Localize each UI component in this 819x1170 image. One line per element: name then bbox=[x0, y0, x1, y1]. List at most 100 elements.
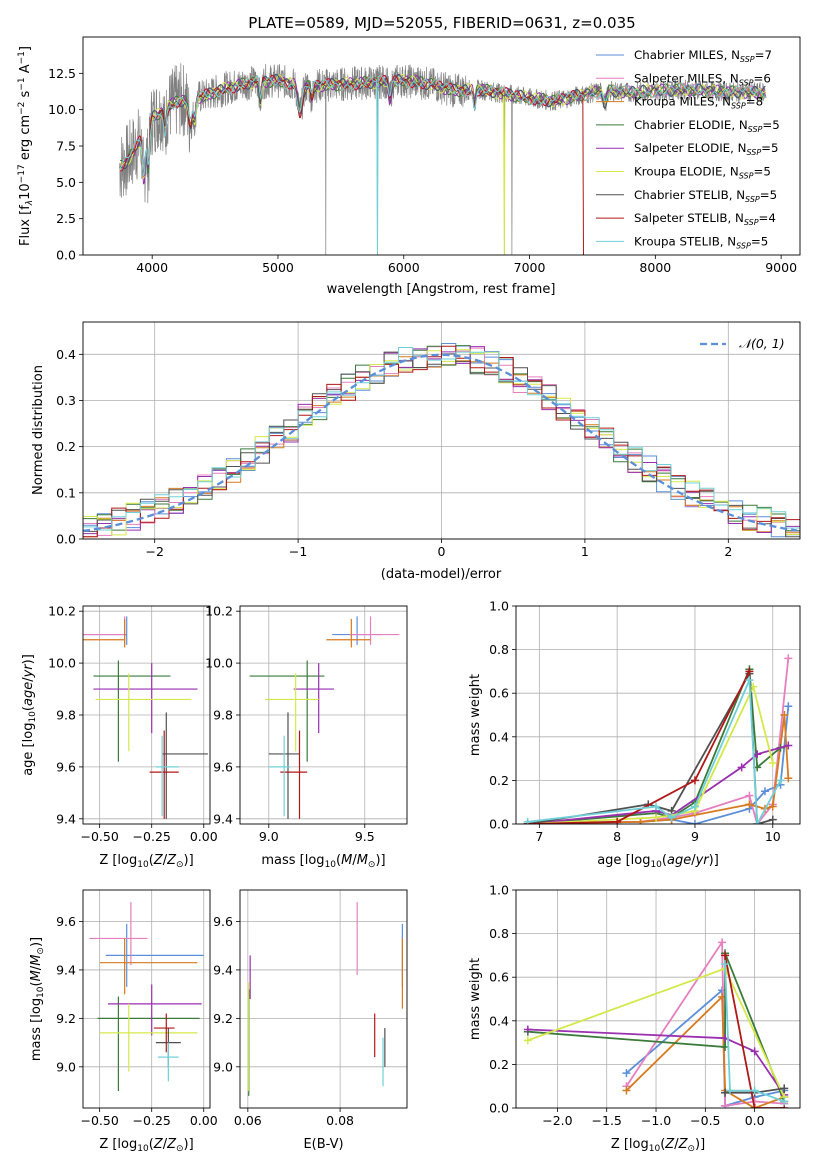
legend-label: Kroupa ELODIE, NSSP=5 bbox=[634, 165, 771, 181]
spectrum-x-label: wavelength [Angstrom, rest frame] bbox=[327, 282, 556, 297]
plot-area bbox=[523, 654, 793, 824]
x-tick-label: −1 bbox=[289, 544, 307, 559]
x-tick-label: −1.0 bbox=[641, 1113, 671, 1128]
y-tick-label: 12.5 bbox=[48, 66, 76, 81]
label-part: ⊙ bbox=[176, 860, 184, 870]
y-axis-label: age [log10(age/yr)] bbox=[21, 654, 38, 776]
age-vs-metallicity-panel: −0.50 −0.25 0.009.49.69.810.010.2Z [log10(… bbox=[21, 604, 218, 870]
label-part: / bbox=[163, 853, 168, 868]
label-part: age bbox=[597, 853, 625, 868]
label-part: SSP bbox=[744, 218, 759, 227]
label-part: SSP bbox=[745, 195, 760, 204]
mass-weight-series-line bbox=[527, 714, 790, 824]
label-part: [log bbox=[626, 853, 651, 868]
plus-marker bbox=[721, 1101, 730, 1108]
y-tick-label: 9.6 bbox=[213, 759, 233, 774]
plus-marker bbox=[745, 791, 754, 800]
x-tick-label: 6000 bbox=[388, 260, 420, 275]
label-part: Z bbox=[166, 1137, 177, 1152]
y-tick-label: 9.4 bbox=[213, 811, 233, 826]
label-part: Kroupa STELIB, N bbox=[634, 234, 736, 248]
label-part: SSP bbox=[739, 78, 754, 87]
x-tick-label: 8000 bbox=[639, 260, 671, 275]
label-part: Chabrier STELIB, N bbox=[634, 188, 745, 202]
label-part: Salpeter STELIB, N bbox=[634, 211, 744, 225]
histogram-step-line bbox=[83, 347, 800, 534]
plot-area bbox=[83, 343, 800, 538]
y-tick-label: 0.6 bbox=[489, 970, 509, 985]
y-tick-label: 10.0 bbox=[48, 102, 76, 117]
legend-label: Salpeter STELIB, NSSP=4 bbox=[634, 211, 776, 227]
label-part: −1 bbox=[17, 51, 27, 64]
label-part: Z bbox=[678, 1137, 689, 1152]
label-part: 10 bbox=[28, 711, 38, 723]
label-part: )] bbox=[695, 1137, 705, 1152]
label-part: SSP bbox=[746, 148, 761, 157]
x-tick-label: 0.00 bbox=[190, 1113, 218, 1128]
plus-marker bbox=[721, 960, 730, 969]
mass-weight-series-line bbox=[527, 1028, 785, 1096]
y-tick-label: 9.8 bbox=[213, 708, 233, 723]
plus-marker bbox=[768, 815, 777, 824]
label-part: =5 bbox=[751, 234, 768, 248]
label-part: SSP bbox=[748, 125, 763, 134]
label-part: mass [log bbox=[29, 998, 44, 1061]
label-part: E(B-V) bbox=[303, 1137, 343, 1152]
plot-area bbox=[249, 616, 400, 819]
y-tick-label: 9.8 bbox=[56, 708, 76, 723]
label-part: Salpeter ELODIE, N bbox=[634, 141, 746, 155]
label-part: ( bbox=[149, 1137, 154, 1152]
plus-marker bbox=[750, 1047, 759, 1056]
grid-lines bbox=[516, 605, 800, 825]
x-tick-label: 0.08 bbox=[326, 1113, 354, 1128]
y-tick-label: 9.0 bbox=[56, 1059, 76, 1074]
spectrum-panel: 4000 5000 6000 7000 8000 9000 0.0 2.5 5.0 7.5 10.0… bbox=[17, 36, 801, 297]
grid-lines bbox=[240, 606, 407, 824]
label-part: ( bbox=[149, 853, 154, 868]
label-part: age bbox=[21, 682, 36, 706]
y-tick-label: 0.8 bbox=[489, 642, 509, 657]
normal-legend-label: 𝒩(0, 1) bbox=[739, 336, 785, 351]
y-axis-label: mass weight bbox=[468, 674, 483, 756]
label-part: Z [log bbox=[611, 1137, 649, 1152]
y-tick-label: 1.0 bbox=[489, 883, 509, 898]
label-part: Flux [f bbox=[18, 205, 33, 246]
mass-weight-series-line bbox=[527, 684, 774, 824]
x-axis-label: Z [log10(Z/Z⊙)] bbox=[99, 853, 193, 870]
plus-marker bbox=[652, 813, 661, 822]
label-part: SSP bbox=[740, 55, 755, 64]
label-part: ( bbox=[21, 706, 36, 711]
x-tick-label: 9 bbox=[691, 829, 699, 844]
label-part: ( bbox=[29, 981, 44, 986]
label-part: 10 bbox=[137, 1144, 149, 1154]
plus-marker bbox=[721, 951, 730, 960]
axes-frame-group: −2.0 −1.5 −1.0 −0.5 0.0 0.0 0.2 0.4 0.6 0.8 1.0 Z [… bbox=[468, 883, 801, 1154]
plus-marker bbox=[780, 1084, 789, 1093]
x-axis-label: mass [log10(M/M⊙)] bbox=[261, 853, 385, 870]
axes-frame-group: 4000 5000 6000 7000 8000 9000 0.0 2.5 5.0 7.5 10.0… bbox=[17, 36, 801, 297]
label-part: =8 bbox=[746, 95, 763, 109]
x-tick-label: −0.25 bbox=[133, 1113, 171, 1128]
y-tick-label: 10.2 bbox=[48, 604, 76, 619]
mass-weight-series-line bbox=[527, 670, 774, 824]
label-part: / bbox=[29, 965, 44, 970]
mass-weight-series-line bbox=[724, 955, 785, 1108]
histogram-y-label: Normed distribution bbox=[31, 365, 46, 495]
plus-marker bbox=[760, 787, 769, 796]
y-tick-label: 0.2 bbox=[56, 439, 76, 454]
y-tick-label: 7.5 bbox=[56, 139, 76, 154]
label-part: Z [log bbox=[99, 1137, 137, 1152]
grid-lines bbox=[516, 889, 800, 1109]
plus-marker bbox=[667, 813, 676, 822]
label-part: =5 bbox=[761, 141, 778, 155]
x-tick-label: 7000 bbox=[514, 260, 546, 275]
grid-lines bbox=[83, 606, 210, 824]
x-tick-label: −1.5 bbox=[592, 1113, 622, 1128]
y-tick-label: 2.5 bbox=[56, 211, 76, 226]
label-part: Z [log bbox=[99, 853, 137, 868]
x-tick-label: 5000 bbox=[262, 260, 294, 275]
x-tick-label: 2 bbox=[724, 544, 732, 559]
label-part: Z bbox=[153, 1137, 164, 1152]
plot-area bbox=[247, 902, 403, 1096]
